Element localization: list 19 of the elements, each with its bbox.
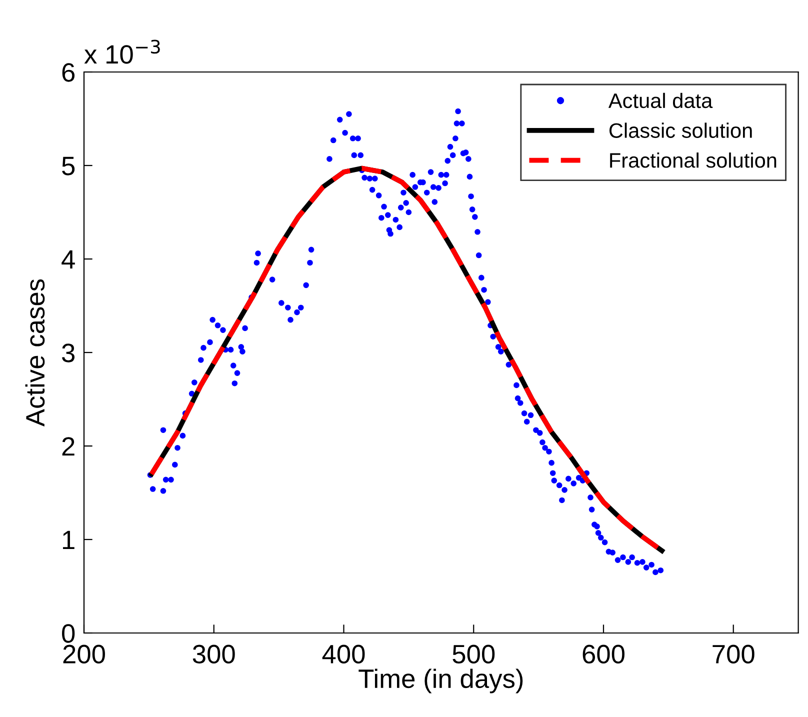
y-tick-label: 0 (62, 624, 75, 643)
y-tick-label: 6 (62, 63, 75, 82)
legend-label: Actual data (608, 92, 713, 108)
y-tick-label: 2 (62, 437, 74, 456)
x-tick-label: 500 (452, 644, 495, 664)
x-tick-label: 300 (192, 644, 235, 664)
x-tick-label: 200 (63, 644, 105, 664)
y-axis-title: Active cases (25, 279, 45, 427)
legend-label: Classic solution (609, 122, 752, 138)
x-tick-label: 400 (322, 644, 365, 664)
x-axis-title: Time (in days) (358, 668, 523, 694)
y-tick-label: 3 (62, 344, 75, 362)
y-tick-label: 1 (63, 530, 74, 550)
y-tick-label: 5 (62, 156, 75, 176)
y-tick-label: 4 (62, 250, 75, 269)
x-tick-label: 600 (582, 644, 624, 664)
legend-label: Fractional solution (610, 152, 776, 168)
x-tick-label: 700 (712, 644, 754, 664)
text: x 10$^{−3}$ (84, 40, 160, 64)
